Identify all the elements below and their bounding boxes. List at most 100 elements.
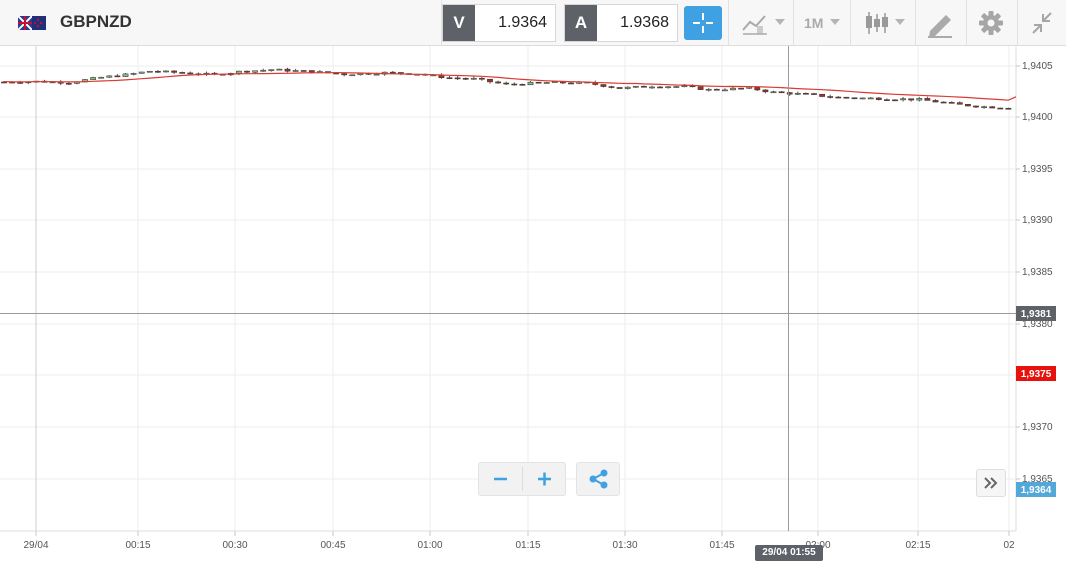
settings-button[interactable]	[967, 0, 1017, 46]
candle	[487, 78, 493, 84]
candle	[146, 70, 153, 73]
crosshair-price-label: 1,9381	[1021, 309, 1052, 320]
flag-icon	[18, 16, 46, 30]
moving-average-line	[3, 71, 1017, 101]
candle	[122, 73, 129, 78]
candle	[438, 73, 445, 79]
candle	[349, 74, 356, 77]
candle-body	[908, 98, 915, 101]
candle-body	[997, 107, 1004, 110]
price-chart[interactable]: 1,94051,94001,93951,93901,93851,93801,93…	[0, 46, 1066, 566]
instrument-symbol[interactable]: GBPNZD	[60, 12, 132, 31]
candle	[713, 88, 720, 91]
candle	[260, 68, 267, 72]
indicators-button[interactable]	[729, 0, 793, 46]
candle	[98, 76, 105, 79]
drawing-tools-button[interactable]	[916, 0, 966, 46]
timeframe-label: 1M	[804, 15, 824, 31]
sell-price: 1.9364	[498, 14, 547, 31]
candle	[616, 87, 623, 89]
candle-body	[373, 73, 380, 76]
crosshair-button[interactable]	[684, 6, 722, 40]
candle-body	[640, 85, 647, 88]
candle	[203, 71, 210, 76]
zoom-in-button[interactable]	[523, 463, 566, 495]
y-tick-label: 1,9385	[1022, 267, 1053, 278]
candle	[981, 105, 987, 109]
candle-body	[90, 77, 96, 80]
zoom-controls	[478, 462, 566, 496]
candles-icon	[866, 12, 888, 34]
candle-body	[738, 87, 744, 90]
candle	[495, 80, 501, 84]
drawing-tools-icon	[928, 15, 952, 38]
candle	[730, 86, 736, 91]
candle-body	[616, 87, 623, 89]
share-button[interactable]	[576, 462, 620, 496]
candle-body	[292, 70, 299, 72]
candle-body	[892, 99, 898, 102]
candle-body	[989, 106, 996, 109]
candle-body	[940, 101, 947, 104]
timeframe-selector[interactable]	[794, 0, 850, 46]
chart-type-button[interactable]	[851, 0, 915, 46]
candle-body	[851, 97, 858, 100]
candle-body	[883, 99, 890, 101]
candle-body	[835, 96, 842, 99]
candle	[1005, 107, 1012, 110]
candle	[697, 86, 704, 90]
candle	[236, 70, 242, 76]
candle	[657, 85, 663, 89]
y-tick-label: 1,9365	[1022, 474, 1053, 485]
candle	[632, 85, 639, 88]
candle-body	[705, 88, 712, 91]
y-tick-label: 1,9405	[1022, 61, 1053, 72]
y-tick-label: 1,9390	[1022, 215, 1053, 226]
collapse-button[interactable]	[1018, 0, 1066, 46]
x-tick-label: 00:45	[320, 540, 345, 551]
candle	[446, 76, 453, 80]
candle-body	[649, 86, 655, 89]
candle-body	[956, 102, 963, 105]
candle	[171, 70, 177, 74]
sell-price-button[interactable]: V 1.9364	[442, 4, 556, 42]
candle-body	[932, 100, 939, 103]
candle-body	[778, 91, 785, 94]
candle-body	[900, 98, 906, 101]
x-tick-label: 01:30	[612, 540, 637, 551]
candle-body	[754, 86, 761, 91]
candle	[462, 77, 469, 81]
x-tick-label: 01:15	[515, 540, 540, 551]
zoom-out-button[interactable]	[479, 463, 522, 495]
candle	[859, 97, 866, 100]
candle	[470, 76, 477, 80]
candle	[130, 72, 137, 76]
gear-icon	[979, 11, 1003, 35]
candle-body	[462, 78, 469, 80]
candle	[851, 97, 858, 100]
scroll-to-latest-button[interactable]	[976, 469, 1006, 497]
candle-body	[179, 72, 186, 74]
candle-body	[730, 87, 736, 91]
candle	[478, 77, 485, 81]
candle-body	[746, 86, 753, 89]
candle	[762, 89, 769, 94]
buy-price-button[interactable]: A 1.9368	[564, 4, 678, 42]
ma-price-badge: 1,9375	[1016, 366, 1056, 381]
candle	[786, 91, 793, 96]
candle-body	[811, 93, 817, 95]
candle-body	[65, 82, 72, 85]
candle-body	[786, 92, 793, 95]
candle	[665, 86, 672, 89]
candle	[106, 75, 113, 78]
candle	[600, 84, 607, 88]
candle-body	[827, 96, 834, 98]
candle	[284, 67, 291, 73]
candle-body	[276, 68, 283, 71]
candle-body	[284, 68, 291, 72]
candle	[916, 96, 923, 102]
candle	[276, 68, 283, 71]
candle-body	[924, 98, 931, 101]
candle	[989, 106, 996, 109]
candle	[138, 71, 145, 74]
